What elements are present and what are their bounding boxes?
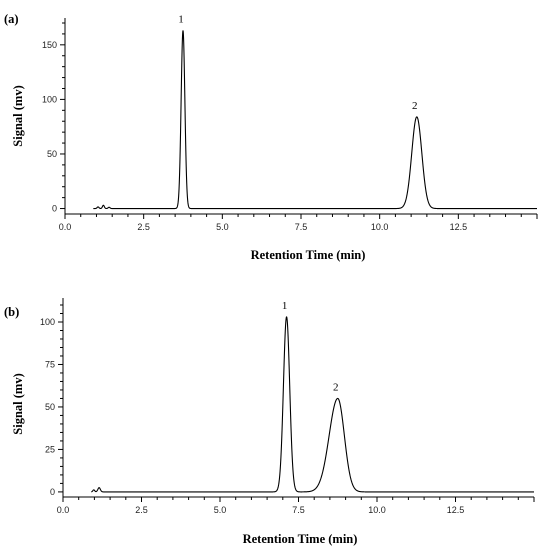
panel-a-x-tick-label: 7.5 bbox=[295, 222, 308, 232]
panel-a-label: (a) bbox=[4, 12, 19, 26]
panel-a-x-tick-label: 2.5 bbox=[137, 222, 150, 232]
panel-b-x-axis-title: Retention Time (min) bbox=[243, 532, 358, 546]
panel-b-x-tick-label: 5.0 bbox=[214, 505, 227, 515]
panel-a-x-tick-label: 12.5 bbox=[450, 222, 468, 232]
panel-b-y-tick-label: 25 bbox=[45, 444, 55, 454]
panel-a-peak-labels: 12 bbox=[178, 14, 417, 112]
panel-a-y-tick-label: 100 bbox=[42, 94, 57, 104]
panel-a-y-tick-label: 150 bbox=[42, 40, 57, 50]
panel-b-y-axis-title: Signal (mv) bbox=[11, 373, 25, 434]
panel-a-y-tick-label: 0 bbox=[52, 204, 57, 214]
panel-b-x-tick-label: 12.5 bbox=[447, 505, 465, 515]
panel-a-x-axis-title: Retention Time (min) bbox=[251, 248, 366, 262]
panel-a-peak-label: 1 bbox=[178, 14, 184, 26]
panel-a-y-axis-title: Signal (mv) bbox=[11, 85, 25, 146]
panel-b-x-tick-label: 0.0 bbox=[57, 505, 70, 515]
panel-b-x-tick-label: 2.5 bbox=[135, 505, 148, 515]
panel-a-x-tick-label: 5.0 bbox=[216, 222, 229, 232]
panel-a-axes: 0.0 2.5 5.0 7.5 10.0 12.5 0 50 100 150 bbox=[42, 18, 538, 232]
panel-b-signal-trace bbox=[90, 316, 535, 493]
panel-b-y-tick-label: 0 bbox=[50, 487, 55, 497]
panel-a-peak-label: 2 bbox=[412, 100, 418, 112]
panel-a-x-tick-label: 0.0 bbox=[59, 222, 72, 232]
panel-b-peak-label: 2 bbox=[333, 381, 339, 393]
panel-b-axes: 0.0 2.5 5.0 7.5 10.0 12.5 0 25 50 75 100 bbox=[40, 298, 535, 515]
panel-b-y-tick-label: 50 bbox=[45, 402, 55, 412]
panel-a-x-tick-label: 10.0 bbox=[371, 222, 389, 232]
panel-b-peak-label: 1 bbox=[282, 300, 288, 312]
panel-b-x-tick-label: 7.5 bbox=[292, 505, 305, 515]
panel-a: (a) Retention Time (min) Signal (mv) 0.0… bbox=[4, 12, 538, 262]
panel-a-y-tick-label: 50 bbox=[47, 149, 57, 159]
panel-b-y-tick-label: 75 bbox=[45, 359, 55, 369]
panel-b-peak-labels: 12 bbox=[282, 300, 339, 394]
panel-b-x-tick-label: 10.0 bbox=[368, 505, 386, 515]
panel-b-y-tick-label: 100 bbox=[40, 317, 55, 327]
panel-b: (b) Retention Time (min) Signal (mv) 0.0… bbox=[4, 298, 535, 546]
panel-a-signal-trace bbox=[92, 30, 538, 210]
panel-b-label: (b) bbox=[4, 305, 19, 319]
